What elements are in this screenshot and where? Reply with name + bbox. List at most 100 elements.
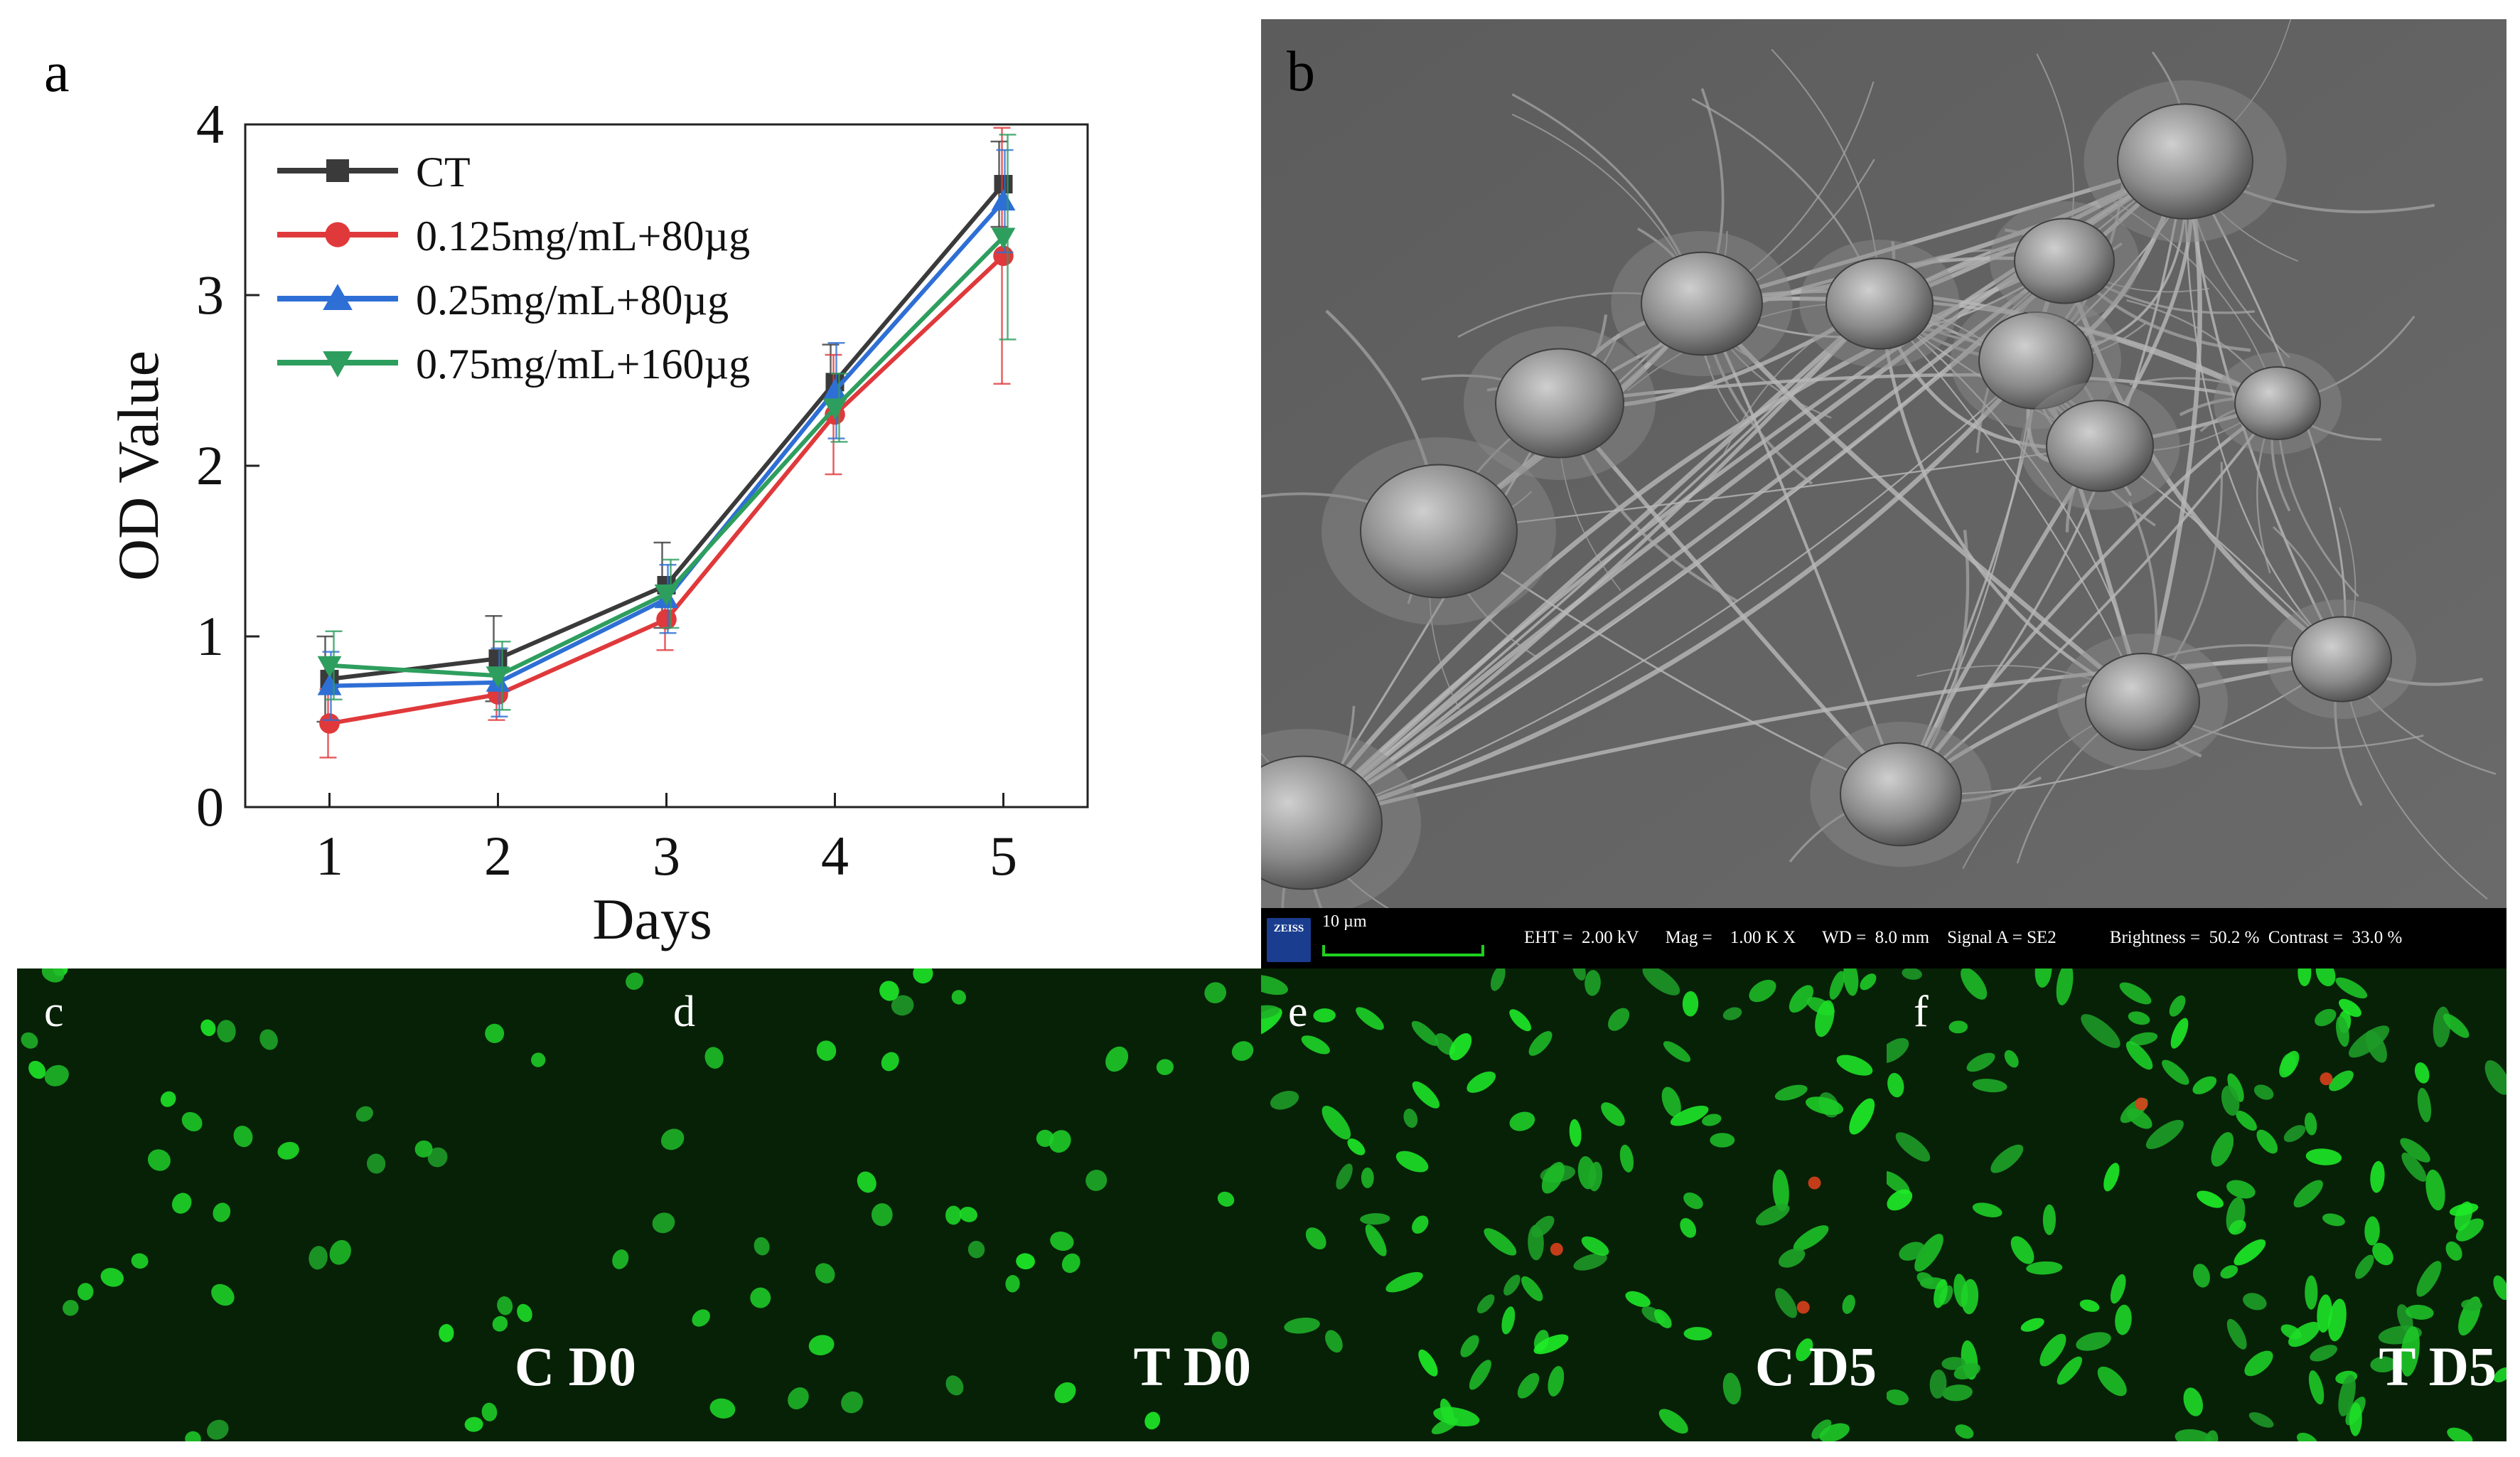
live-cell [492, 1315, 508, 1332]
live-cell [2414, 1062, 2430, 1084]
live-cell [2298, 968, 2312, 987]
live-cell [2443, 1013, 2470, 1038]
live-cell [816, 1040, 837, 1061]
live-cell [704, 1047, 724, 1069]
live-cell [2145, 1119, 2184, 1150]
live-cell [1050, 1231, 1074, 1251]
sem-micrograph [1261, 19, 2506, 908]
dead-cell [2320, 1072, 2333, 1086]
y-tick-label: 0 [196, 776, 224, 838]
live-cell [2322, 1213, 2345, 1227]
live-cell [1670, 1105, 1709, 1126]
live-cell [367, 1153, 386, 1174]
live-cell [77, 1283, 94, 1301]
live-cell [1887, 1072, 1904, 1098]
live-cell [1460, 1335, 1479, 1357]
cell-body [1360, 464, 1518, 599]
live-cell [1325, 1330, 1343, 1353]
fluor-cells [1261, 968, 1877, 1441]
live-cell [1521, 1276, 1543, 1301]
live-cell [41, 968, 65, 983]
live-cell [171, 1192, 192, 1214]
live-cell [2447, 1427, 2473, 1441]
live-cell [497, 1296, 513, 1315]
neurite [1700, 301, 2145, 704]
live-cell [1403, 1109, 1418, 1128]
live-cell [1887, 1389, 1909, 1406]
condition-label: C D5 [1754, 1335, 1877, 1397]
x-tick-label: 4 [821, 825, 849, 887]
live-cell [131, 1253, 149, 1269]
cell-body [2085, 653, 2200, 751]
live-cell [841, 1391, 863, 1414]
panel-label-f: f [1914, 988, 1929, 1036]
dead-cell [1796, 1301, 1810, 1314]
neurite [1879, 303, 2143, 703]
live-cell [1509, 1111, 1535, 1131]
live-cell [1449, 1033, 1472, 1061]
neurite [1701, 289, 2278, 405]
live-cell [2339, 998, 2361, 1018]
condition-label: T D0 [1133, 1335, 1251, 1397]
live-cell [1509, 1009, 1532, 1032]
live-cell [1789, 985, 1814, 1013]
live-cell [1156, 1059, 1174, 1075]
live-cell [1548, 1366, 1565, 1397]
live-cell [692, 1309, 710, 1327]
neurite [1877, 303, 2144, 704]
live-cell [1501, 1306, 1516, 1335]
live-cell [945, 1205, 962, 1225]
live-cell [2226, 1180, 2256, 1199]
live-cell [2401, 1326, 2420, 1377]
condition-label: T D5 [2379, 1335, 2497, 1397]
live-cell [217, 1020, 236, 1042]
live-cell [1541, 1162, 1565, 1194]
cell-body [1495, 348, 1624, 459]
live-cell [44, 1064, 69, 1087]
live-cell [1778, 1248, 1806, 1268]
live-cell [1301, 1035, 1330, 1055]
live-cell [2119, 982, 2152, 1005]
fluor-panel-c: c C D0 [17, 968, 646, 1441]
live-cell [2056, 968, 2074, 1005]
live-cell [1305, 1227, 1326, 1250]
neurite [1701, 159, 2187, 306]
data-point [822, 398, 847, 420]
live-cell [1533, 1334, 1569, 1355]
live-cell [788, 1387, 809, 1409]
live-cell [2129, 1032, 2158, 1046]
neurite [1302, 302, 1881, 824]
series-3 [317, 134, 1017, 711]
data-point [654, 585, 679, 606]
live-cell [1467, 1071, 1496, 1093]
live-cell [2227, 1073, 2244, 1102]
live-cell [881, 1052, 899, 1072]
data-point [323, 284, 353, 310]
live-cell [2243, 1293, 2267, 1311]
live-cell [913, 968, 933, 984]
live-cell [2081, 1014, 2120, 1048]
live-cell [1683, 1327, 1712, 1341]
live-cell [2010, 1236, 2034, 1264]
live-cell [1887, 1189, 1913, 1211]
live-cell [857, 1171, 876, 1193]
live-cell [259, 1029, 278, 1050]
live-cell [1966, 1052, 1995, 1072]
live-cell [1811, 1419, 1832, 1439]
live-cell [100, 1268, 124, 1287]
y-tick-label: 3 [196, 264, 224, 326]
legend-label: 0.125mg/mL+80µg [416, 213, 750, 260]
live-cell [1842, 1294, 1855, 1314]
live-cell [2288, 1321, 2320, 1347]
live-cell [1625, 1291, 1651, 1308]
live-cell [2405, 1304, 2434, 1320]
legend: CT 0.125mg/mL+80µg 0.25mg/mL+80µg 0.75mg/mL… [277, 149, 750, 388]
live-cell [1573, 1253, 1607, 1271]
live-cell [1395, 1151, 1429, 1173]
live-cell [355, 1106, 373, 1122]
live-cell [2039, 1333, 2066, 1367]
live-cell [2336, 1016, 2349, 1047]
live-cell [1819, 1423, 1850, 1441]
fluor-cells [21, 968, 643, 1441]
fluor-cells [652, 968, 1254, 1430]
